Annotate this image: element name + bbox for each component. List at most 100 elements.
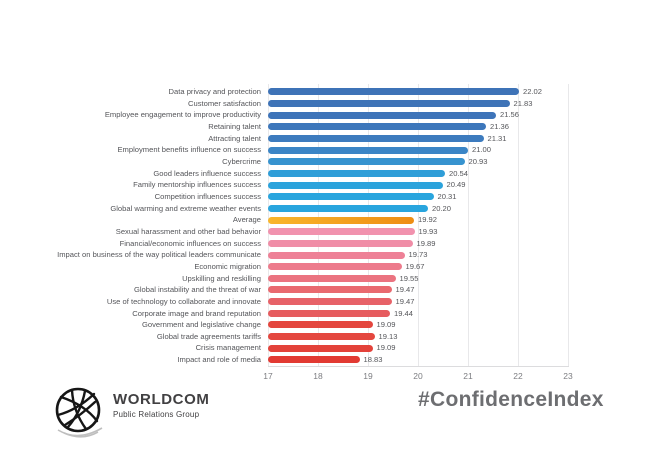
gridline	[268, 84, 269, 366]
category-label: Government and legislative change	[141, 320, 261, 330]
value-label: 20.20	[432, 203, 452, 213]
category-label: Upskilling and reskilling	[182, 273, 261, 283]
chart-row: Crisis management 19.09	[0, 342, 646, 354]
category-label: Good leaders influence success	[153, 168, 261, 178]
category-label: Economic migration	[194, 261, 261, 271]
chart-row: Family mentorship influences success 20.4…	[0, 179, 646, 191]
bar-cell: 19.44	[268, 309, 568, 317]
bar-cell: 19.47	[268, 298, 568, 306]
value-label: 21.00	[472, 145, 492, 155]
bar	[268, 274, 396, 282]
bar-cell: 21.83	[268, 99, 568, 107]
value-label: 19.09	[376, 343, 396, 353]
bar	[268, 181, 443, 189]
value-label: 19.55	[399, 273, 419, 283]
bar-cell: 19.89	[268, 239, 568, 247]
category-label: Customer satisfaction	[187, 98, 261, 108]
chart-row: Global trade agreements tariffs 19.13	[0, 331, 646, 343]
value-label: 19.44	[394, 308, 414, 318]
chart-row: Financial/economic influences on success…	[0, 238, 646, 250]
bar-cell: 19.55	[268, 274, 568, 282]
bar	[268, 309, 390, 317]
chart-row: Average 19.92	[0, 214, 646, 226]
category-label: Crisis management	[195, 343, 261, 353]
chart-row: Competition influences success 20.31	[0, 191, 646, 203]
category-label: Corporate image and brand reputation	[132, 308, 261, 318]
chart-row: Sexual harassment and other bad behavior…	[0, 226, 646, 238]
value-label: 19.47	[395, 285, 415, 295]
category-label: Use of technology to collaborate and inn…	[106, 296, 261, 306]
value-label: 21.83	[513, 98, 533, 108]
bar	[268, 123, 486, 131]
category-label: Employee engagement to improve productiv…	[104, 110, 261, 120]
bar	[268, 344, 373, 352]
bar-cell: 21.31	[268, 134, 568, 142]
gridlines	[268, 84, 569, 366]
bar-cell: 20.31	[268, 193, 568, 201]
chart-row: Employment benefits influence on success…	[0, 144, 646, 156]
bar	[268, 111, 496, 119]
footer: WORLDCOM Public Relations Group #Confide…	[0, 383, 646, 445]
value-label: 21.56	[500, 110, 520, 120]
chart-row: Good leaders influence success 20.54	[0, 168, 646, 180]
value-label: 20.49	[446, 180, 466, 190]
category-label: Cybercrime	[222, 156, 261, 166]
bar-cell: 20.93	[268, 158, 568, 166]
x-tick-label: 21	[463, 371, 473, 381]
x-axis-ticks: 17 18 19 20 21 22 23	[0, 371, 646, 383]
chart-row: Economic migration 19.67	[0, 261, 646, 273]
chart-row: Global warming and extreme weather event…	[0, 203, 646, 215]
category-label: Global warming and extreme weather event…	[110, 203, 261, 213]
value-label: 20.93	[468, 156, 488, 166]
chart-row: Retaining talent 21.36	[0, 121, 646, 133]
chart-row: Cybercrime 20.93	[0, 156, 646, 168]
category-label: Global instability and the threat of war	[133, 285, 261, 295]
value-label: 22.02	[523, 87, 543, 97]
worldcom-logo-name: WORLDCOM	[113, 391, 210, 408]
worldcom-logo-text: WORLDCOM Public Relations Group	[113, 391, 210, 419]
x-tick-label: 17	[263, 371, 273, 381]
category-label: Impact on business of the way political …	[57, 250, 261, 260]
x-tick-label: 20	[413, 371, 423, 381]
bar	[268, 286, 392, 294]
bar	[268, 321, 373, 329]
gridline	[418, 84, 419, 366]
gridline	[468, 84, 469, 366]
worldcom-globe-logo-icon	[55, 387, 103, 438]
value-label: 20.54	[449, 168, 469, 178]
bar	[268, 134, 484, 142]
bar-cell: 21.56	[268, 111, 568, 119]
bar	[268, 251, 405, 259]
value-label: 21.31	[487, 133, 507, 143]
bar	[268, 88, 519, 96]
bar-cell: 19.09	[268, 321, 568, 329]
bar-cell: 22.02	[268, 88, 568, 96]
bar	[268, 298, 392, 306]
worldcom-logo-subtitle: Public Relations Group	[113, 409, 200, 419]
bar-cell: 20.20	[268, 204, 568, 212]
category-label: Global trade agreements tariffs	[156, 331, 261, 341]
value-label: 19.73	[408, 250, 428, 260]
value-label: 19.13	[378, 331, 398, 341]
chart-row: Government and legislative change 19.09	[0, 319, 646, 331]
value-label: 19.89	[416, 238, 436, 248]
chart-row: Impact and role of media 18.83	[0, 354, 646, 366]
bar	[268, 228, 415, 236]
value-label: 19.09	[376, 320, 396, 330]
bar	[268, 239, 413, 247]
category-label: Data privacy and protection	[168, 87, 261, 97]
chart-row: Customer satisfaction 21.83	[0, 98, 646, 110]
gridline	[318, 84, 319, 366]
category-label: Financial/economic influences on success	[119, 238, 261, 248]
bar	[268, 204, 428, 212]
bar-cell: 19.73	[268, 251, 568, 259]
bar-cell: 18.83	[268, 356, 568, 364]
value-label: 19.92	[418, 215, 438, 225]
chart-row: Corporate image and brand reputation 19.4…	[0, 307, 646, 319]
category-label: Family mentorship influences success	[133, 180, 261, 190]
gridline	[518, 84, 519, 366]
category-label: Employment benefits influence on success	[117, 145, 261, 155]
confidence-index-hashtag: #ConfidenceIndex	[418, 388, 604, 411]
bar	[268, 333, 375, 341]
